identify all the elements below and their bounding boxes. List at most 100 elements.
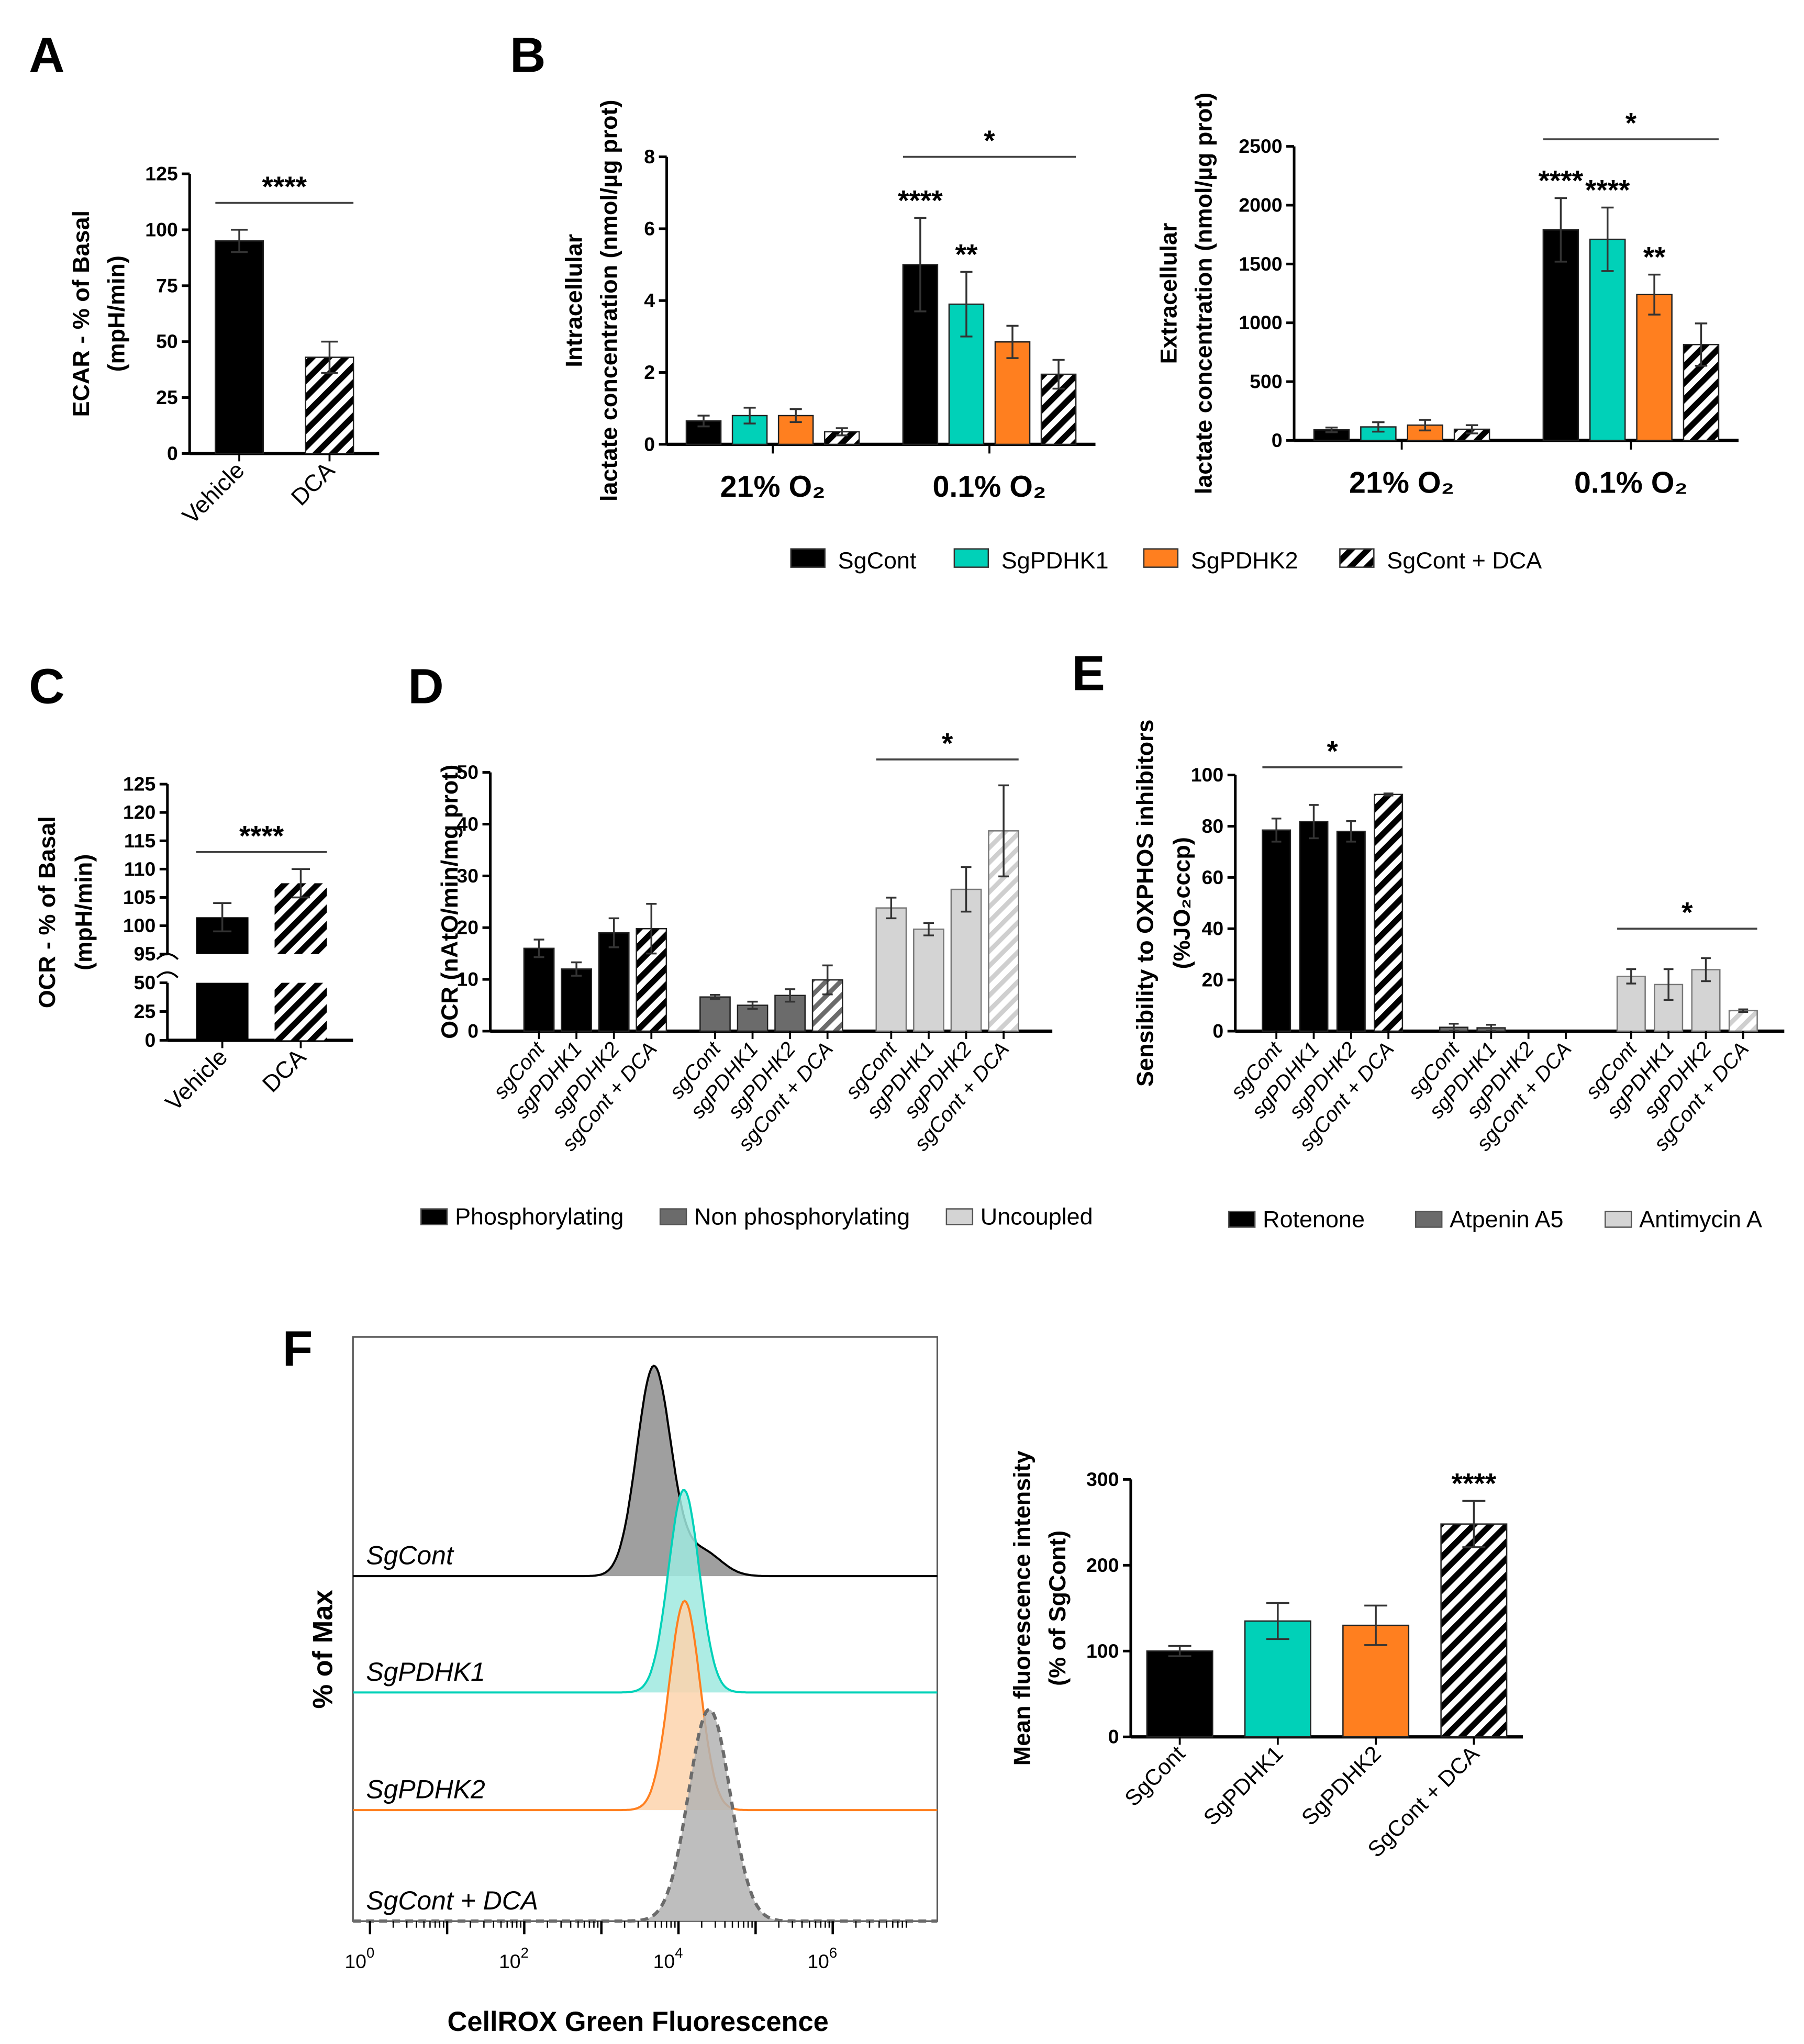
- histogram-curve: [353, 1707, 938, 1923]
- y-axis-title: Intracellular: [560, 234, 587, 367]
- y-tick-label: 50: [134, 971, 156, 993]
- y-tick-label: 300: [1086, 1468, 1119, 1490]
- chart-F_bar: 0 100 200 300 Mean fluorescence intensity (% …: [1009, 1450, 1523, 1862]
- bar: [1636, 294, 1673, 441]
- legend-label: Rotenone: [1263, 1205, 1365, 1232]
- y-axis-title: (%JO₂cccp): [1168, 837, 1195, 969]
- legend-swatch: [659, 1208, 687, 1225]
- y-tick-label: 1500: [1239, 253, 1282, 275]
- bar: [913, 928, 944, 1032]
- significance-label: ****: [1539, 164, 1584, 197]
- y-tick-label: 6: [644, 217, 655, 239]
- significance-label: **: [955, 238, 978, 270]
- track-label: SgCont: [366, 1541, 454, 1570]
- y-tick-label: 75: [156, 274, 178, 296]
- y-axis-title: (mpH/min): [103, 255, 129, 372]
- track-label: SgCont + DCA: [366, 1886, 538, 1915]
- x-tick-label: 100: [344, 1945, 374, 1972]
- bar: [1728, 1010, 1758, 1032]
- bar: [1589, 238, 1626, 441]
- bar-lower-segment: [274, 982, 327, 1041]
- x-tick-label: 106: [807, 1945, 837, 1972]
- significance-label: **: [1643, 241, 1666, 273]
- legend-label: Non phosphorylating: [694, 1203, 910, 1230]
- legend-swatch: [1415, 1211, 1443, 1228]
- y-tick-label: 50: [156, 330, 178, 352]
- y-tick-label: 100: [123, 914, 155, 936]
- legend-swatch: [420, 1208, 448, 1225]
- tick-base: 10: [653, 1950, 675, 1972]
- chart-A: 0 25 50 75 100 125 ECAR - % of Basal (mpH/min) V…: [68, 163, 380, 529]
- y-tick-label: 500: [1250, 371, 1282, 393]
- tick-base: 10: [499, 1950, 521, 1972]
- y-tick-label: 25: [156, 386, 178, 408]
- legend-swatch: [953, 548, 989, 568]
- panel-letter-a: A: [29, 27, 65, 83]
- y-axis-title: Sensibility to OXPHOS inhibitors: [1131, 719, 1158, 1087]
- legend-label: Antimycin A: [1639, 1205, 1762, 1232]
- tick-exponent: 4: [675, 1945, 683, 1961]
- y-tick-label: 2: [644, 361, 655, 383]
- significance-label: *: [942, 727, 953, 759]
- bar: [1146, 1650, 1213, 1738]
- x-tick-label: Vehicle: [160, 1043, 233, 1116]
- y-axis-title: ECAR - % of Basal: [68, 210, 94, 417]
- bar: [875, 907, 907, 1032]
- y-tick-label: 100: [1191, 764, 1223, 786]
- y-tick-label: 110: [124, 858, 155, 880]
- bar: [561, 968, 593, 1032]
- y-tick-label: 8: [644, 146, 655, 167]
- chart-E: 0 20 40 60 80 100 Sensibility to OXPHOS inhibi…: [1131, 719, 1785, 1232]
- y-tick-label: 40: [456, 813, 478, 835]
- histogram-curve: [353, 1489, 938, 1694]
- y-tick-label: 30: [456, 865, 478, 887]
- histogram-curve: [353, 1600, 938, 1812]
- x-tick-label: DCA: [257, 1043, 311, 1097]
- group-label: 21% O₂: [1349, 466, 1454, 499]
- bar: [1374, 794, 1404, 1032]
- y-tick-label: 2000: [1239, 194, 1282, 216]
- histogram-fill: [353, 1366, 938, 1577]
- x-tick-label: SgPDHK1: [1199, 1741, 1288, 1830]
- y-tick-label: 10: [456, 968, 478, 990]
- significance-label: *: [1625, 107, 1637, 139]
- y-tick-label: 115: [124, 830, 155, 852]
- y-tick-label: 125: [145, 163, 177, 185]
- y-tick-label: 4: [644, 289, 655, 311]
- significance-label: ****: [262, 170, 307, 203]
- y-tick-label: 0: [1212, 1020, 1223, 1042]
- panel-letter-c: C: [29, 658, 65, 714]
- x-tick-label: SgCont: [1120, 1741, 1189, 1811]
- x-tick-label: 102: [499, 1945, 529, 1972]
- bar: [523, 947, 555, 1032]
- significance-label: *: [1327, 734, 1338, 767]
- x-tick-label: Vehicle: [177, 456, 250, 529]
- legend-label: SgPDHK1: [1001, 547, 1109, 574]
- tick-exponent: 0: [366, 1945, 374, 1961]
- legend-swatch: [1339, 548, 1375, 568]
- significance-label: *: [984, 124, 995, 157]
- tick-exponent: 2: [521, 1945, 529, 1961]
- bar: [950, 888, 982, 1032]
- bar: [1262, 829, 1291, 1032]
- legend-swatch: [945, 1208, 974, 1225]
- chart-B1: 0 2 4 6 8 Intracellular lactate concentration …: [560, 100, 1096, 504]
- y-tick-label: 20: [1202, 969, 1224, 991]
- y-tick-label: 80: [1202, 815, 1224, 837]
- y-tick-label: 95: [134, 943, 156, 965]
- y-tick-label: 0: [1272, 429, 1283, 451]
- x-axis-title: CellROX Green Fluorescence: [447, 2007, 828, 2037]
- tick-exponent: 6: [829, 1945, 837, 1961]
- y-axis-title: lactate concentration (nmol/µg prot): [1190, 93, 1217, 494]
- y-tick-label: 1000: [1239, 311, 1282, 333]
- y-tick-label: 0: [644, 433, 655, 455]
- bar: [598, 932, 630, 1032]
- y-axis-title: Mean fluorescence intensity: [1009, 1450, 1035, 1766]
- y-tick-label: 0: [1108, 1726, 1119, 1748]
- significance-label: ****: [239, 819, 284, 852]
- group-label: 0.1% O₂: [933, 470, 1046, 504]
- legend-swatch: [1143, 548, 1179, 568]
